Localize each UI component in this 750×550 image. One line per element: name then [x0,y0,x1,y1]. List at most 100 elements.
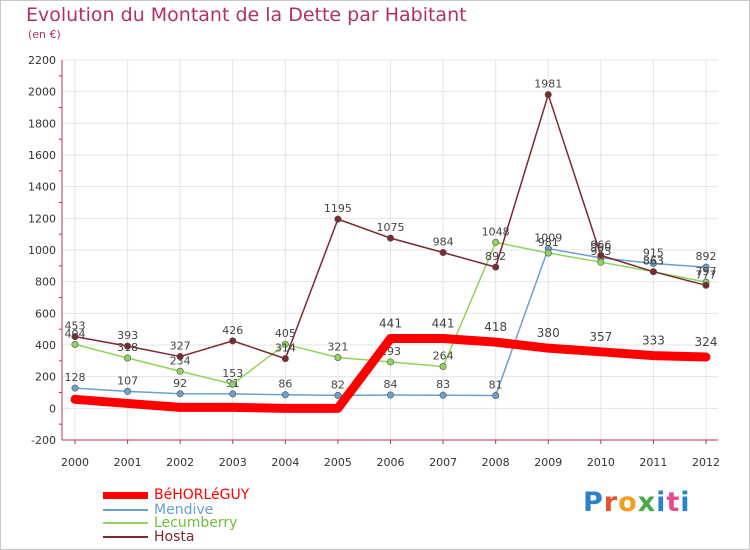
x-tick-label: 2000 [61,456,89,469]
x-tick-label: 2003 [219,456,247,469]
data-label-mendive: 950 [590,241,611,254]
y-tick-label: 1600 [28,149,56,162]
data-label-b-horl-guy: 333 [642,334,665,348]
y-tick-label: 1800 [28,117,56,130]
legend-label: Lecumberry [154,515,238,531]
x-tick-label: 2002 [166,456,194,469]
x-tick-label: 2009 [534,456,562,469]
y-tick-label: 1400 [28,181,56,194]
data-point-hosta [649,268,657,276]
data-label-mendive: 915 [643,246,664,259]
data-point-hosta [544,91,552,99]
data-label-mendive: 84 [384,378,398,391]
data-label-mendive: 82 [331,378,345,391]
data-point-lecumberry [386,358,394,366]
data-point-lecumberry [544,249,552,257]
proxiti-logo: Proxiti [583,487,691,518]
x-tick-label: 2001 [114,456,142,469]
data-label-mendive: 128 [65,371,86,384]
data-label-lecumberry: 863 [643,255,664,268]
legend-swatch [103,491,148,499]
data-label-lecumberry: 321 [327,341,348,354]
legend-item-hosta: Hosta [103,530,194,544]
data-point-mendive [702,263,710,271]
y-tick-label: 2200 [28,54,56,67]
data-point-hosta [334,215,342,223]
data-point-lecumberry [124,354,132,362]
legend-label: Mendive [154,502,214,518]
x-tick-label: 2005 [324,456,352,469]
data-label-b-horl-guy: 380 [537,326,560,340]
x-tick-label: 2011 [639,456,667,469]
data-label-hosta: 966 [590,238,611,251]
data-point-lecumberry [281,340,289,348]
data-point-lecumberry [597,258,605,266]
data-label-lecumberry: 797 [696,265,717,278]
x-tick-label: 2008 [482,456,510,469]
data-point-hosta [386,234,394,242]
legend-swatch [103,522,148,524]
y-tick-label: 1200 [28,212,56,225]
data-label-lecumberry: 1048 [482,225,510,238]
data-label-b-horl-guy: 441 [432,317,455,331]
data-label-mendive: 86 [278,378,292,391]
chart-subtitle: (en €) [28,28,61,41]
data-point-lecumberry [439,363,447,371]
y-tick-label: 200 [35,371,56,384]
data-point-hosta [492,263,500,271]
legend-item-mendive: Mendive [103,503,213,517]
y-tick-label: 2000 [28,86,56,99]
data-label-lecumberry: 153 [222,367,243,380]
data-label-b-horl-guy: 441 [379,317,402,331]
data-label-hosta: 777 [696,268,717,281]
data-label-hosta: 892 [485,250,506,263]
data-point-mendive [176,390,184,398]
legend-swatch [103,536,148,538]
data-label-hosta: 1981 [534,78,562,91]
series-line-b-horl-guy [70,334,711,413]
x-tick-label: 2006 [377,456,405,469]
data-label-mendive: 81 [489,379,503,392]
data-label-b-horl-guy: 418 [484,320,507,334]
y-tick-label: 400 [35,339,56,352]
data-point-lecumberry [71,340,79,348]
data-label-lecumberry: 234 [170,354,191,367]
data-point-lecumberry [334,354,342,362]
data-point-mendive [386,391,394,399]
y-tick-label: 0 [49,402,56,415]
data-label-mendive: 92 [173,377,187,390]
data-point-hosta [124,342,132,350]
data-label-mendive: 892 [696,250,717,263]
x-tick-label: 2012 [692,456,720,469]
data-label-mendive: 83 [436,378,450,391]
chart-title: Evolution du Montant de la Dette par Hab… [26,4,467,26]
data-point-mendive [439,391,447,399]
legend-label: Hosta [154,529,195,545]
data-point-hosta [702,281,710,289]
data-point-mendive [492,392,500,400]
data-label-b-horl-guy: 324 [695,335,718,349]
data-point-hosta [176,353,184,361]
data-point-hosta [71,333,79,341]
data-point-hosta [229,337,237,345]
data-point-mendive [229,390,237,398]
data-label-hosta: 453 [65,320,86,333]
data-label-hosta: 1075 [377,221,405,234]
data-point-mendive [649,259,657,267]
data-label-hosta: 426 [222,324,243,337]
data-label-hosta: 984 [433,236,454,249]
x-tick-label: 2010 [587,456,615,469]
y-tick-label: 1000 [28,244,56,257]
y-tick-label: 600 [35,307,56,320]
data-label-hosta: 863 [643,255,664,268]
data-point-hosta [439,249,447,257]
data-label-hosta: 1195 [324,202,352,215]
data-label-hosta: 314 [275,342,296,355]
data-point-lecumberry [492,238,500,246]
legend-item-lecumberry: Lecumberry [103,516,237,530]
legend-label: BéHORLéGUY [154,487,250,503]
data-label-hosta: 393 [117,329,138,342]
y-tick-label: 800 [35,276,56,289]
data-label-hosta: 327 [170,340,191,353]
data-point-mendive [334,391,342,399]
